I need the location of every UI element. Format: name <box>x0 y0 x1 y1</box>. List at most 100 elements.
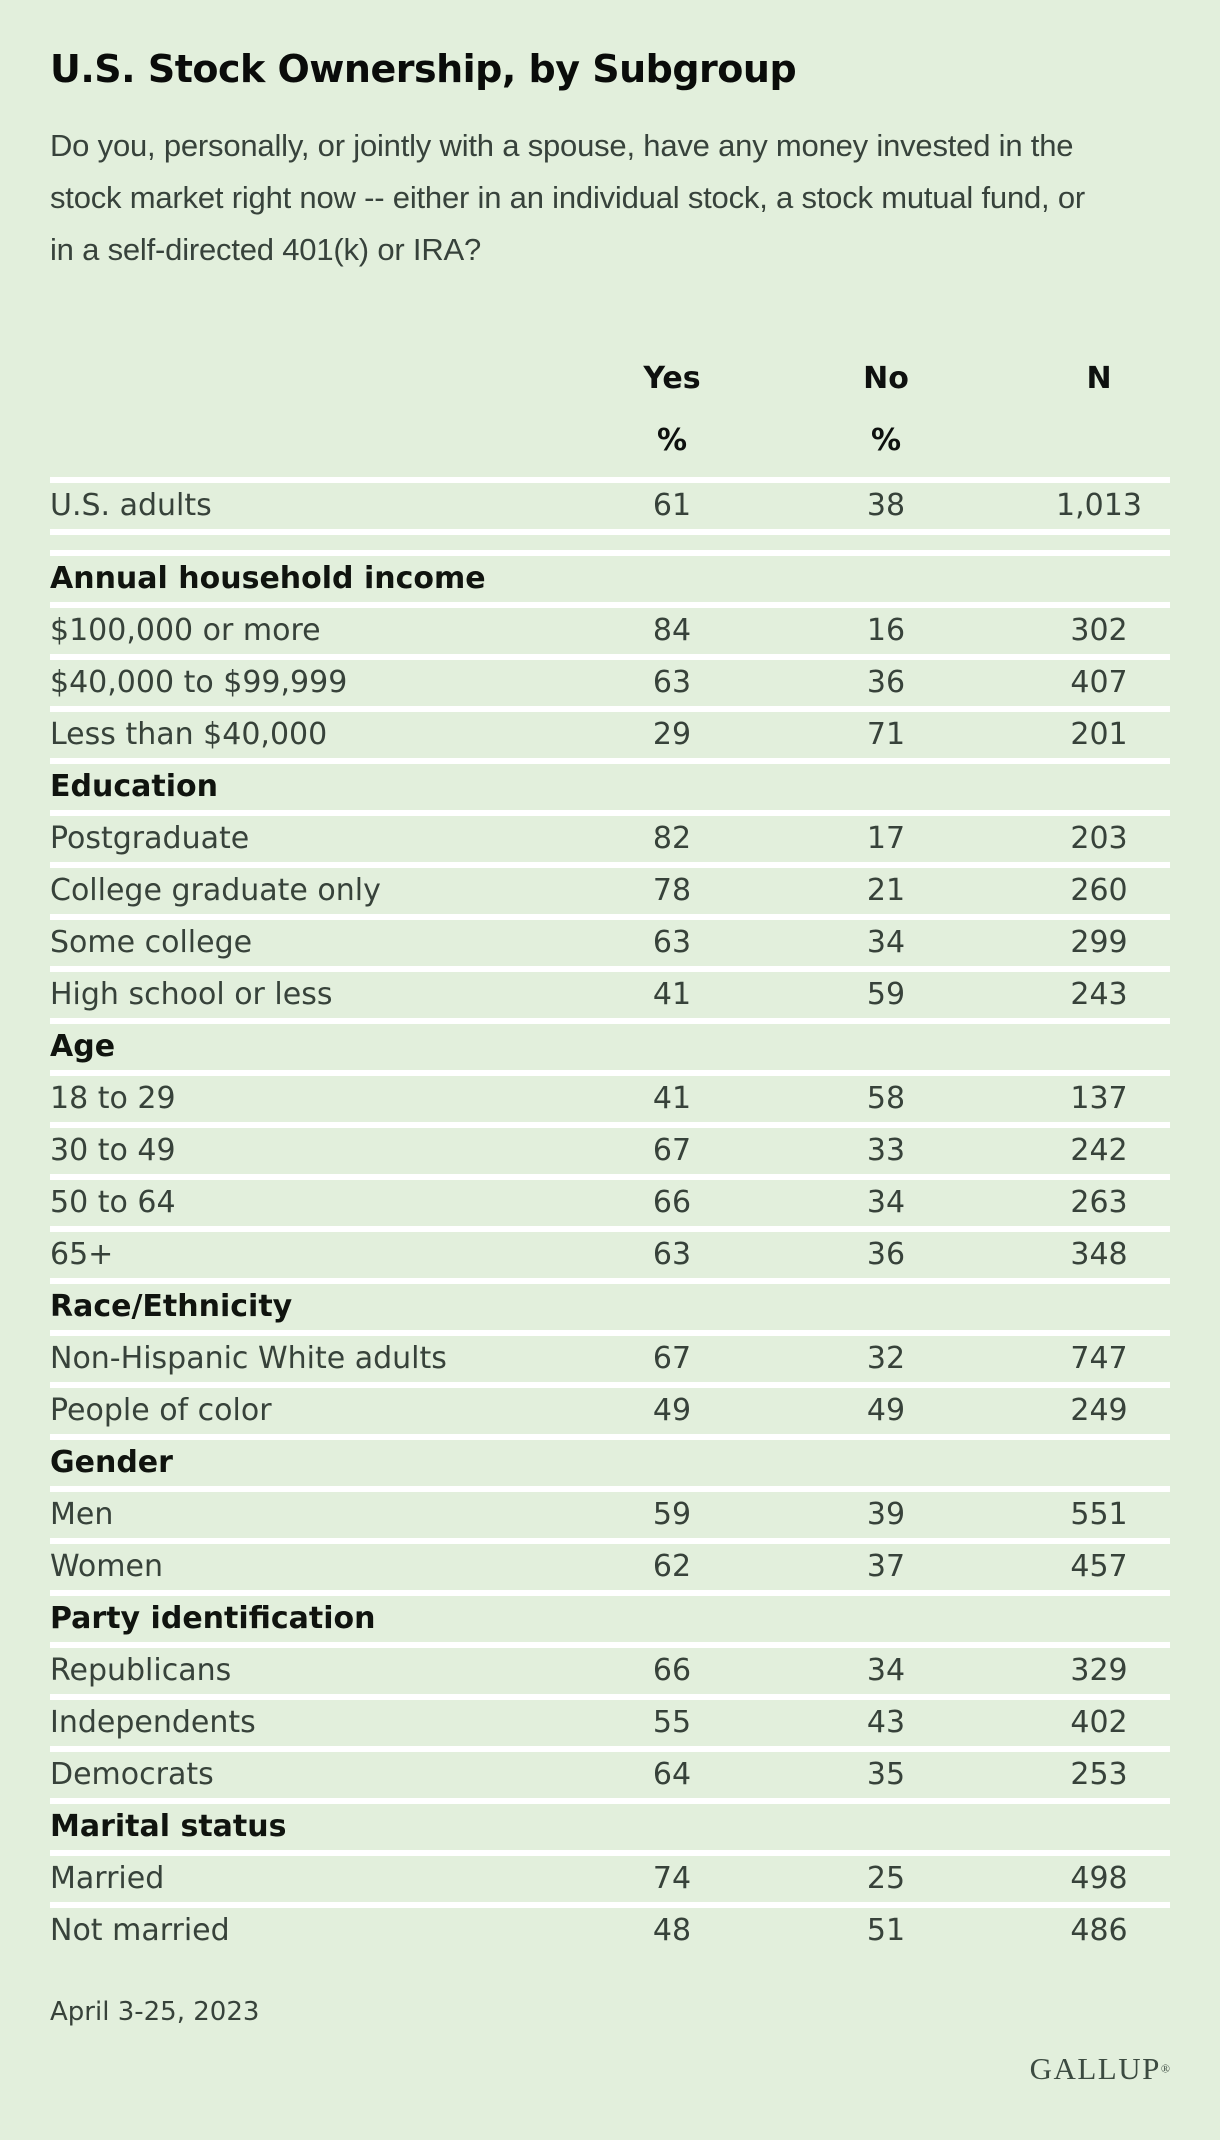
n-value: 329 <box>1070 1653 1128 1688</box>
survey-question: Do you, personally, or jointly with a sp… <box>50 128 1086 267</box>
yes-value: 55 <box>652 1705 692 1740</box>
yes-value: 64 <box>652 1757 692 1792</box>
no-value: 35 <box>866 1757 906 1792</box>
column-gap <box>762 1700 796 1746</box>
table-row: Democrats 64 35 253 <box>50 1746 1170 1798</box>
column-gap <box>976 1700 1028 1746</box>
section-label: Marital status <box>50 1809 287 1844</box>
no-value: 51 <box>866 1913 906 1948</box>
column-gap <box>976 1752 1028 1798</box>
n-value: 263 <box>1070 1185 1128 1220</box>
footer-logo-row: GALLUP® <box>50 2052 1170 2086</box>
section-row: Race/Ethnicity <box>50 1278 1170 1330</box>
n-value: 486 <box>1070 1913 1128 1948</box>
row-label: 65+ <box>50 1237 114 1272</box>
n-value: 407 <box>1070 665 1128 700</box>
stock-ownership-table: Yes No N % % U.S. adults 61 38 1,013 Annual … <box>50 354 1170 1954</box>
column-gap <box>976 483 1028 529</box>
n-value: 203 <box>1070 821 1128 856</box>
section-row: Education <box>50 758 1170 810</box>
yes-value: 66 <box>652 1185 692 1220</box>
yes-value: 63 <box>652 665 692 700</box>
table-header-row: Yes No N <box>50 354 1170 404</box>
table-row: Married 74 25 498 <box>50 1850 1170 1902</box>
col-header-n: N <box>1086 361 1112 396</box>
n-value: 242 <box>1070 1133 1128 1168</box>
table-row: Postgraduate 82 17 203 <box>50 810 1170 862</box>
yes-percent-sign: % <box>656 423 688 458</box>
no-value: 36 <box>866 665 906 700</box>
section-row: Gender <box>50 1434 1170 1486</box>
n-value: 243 <box>1070 977 1128 1012</box>
spacer-row <box>50 529 1170 550</box>
n-unit-cell <box>1028 404 1170 477</box>
col-header-yes: Yes <box>643 361 701 396</box>
table-row: Independents 55 43 402 <box>50 1694 1170 1746</box>
no-value: 21 <box>866 873 906 908</box>
column-gap <box>976 1076 1028 1122</box>
yes-value: 63 <box>652 1237 692 1272</box>
n-value: 137 <box>1070 1081 1128 1116</box>
n-value: 457 <box>1070 1549 1128 1584</box>
column-gap <box>762 816 796 862</box>
n-value: 299 <box>1070 925 1128 960</box>
table-row: Not married 48 51 486 <box>50 1902 1170 1954</box>
section-label: Race/Ethnicity <box>50 1289 293 1324</box>
table-body: U.S. adults 61 38 1,013 Annual household inc… <box>50 477 1170 1954</box>
table-row: Men 59 39 551 <box>50 1486 1170 1538</box>
column-gap <box>976 354 1028 404</box>
section-label: Age <box>50 1029 116 1064</box>
section-row: Annual household income <box>50 550 1170 602</box>
column-gap <box>976 1388 1028 1434</box>
column-gap <box>976 920 1028 966</box>
table-row: Republicans 66 34 329 <box>50 1642 1170 1694</box>
row-label: 50 to 64 <box>50 1185 176 1220</box>
n-value: 260 <box>1070 873 1128 908</box>
column-gap <box>762 1128 796 1174</box>
column-gap <box>762 608 796 654</box>
column-gap <box>976 1128 1028 1174</box>
column-gap <box>762 1908 796 1954</box>
column-gap <box>762 920 796 966</box>
column-gap <box>976 660 1028 706</box>
column-gap <box>762 1076 796 1122</box>
column-gap <box>762 1752 796 1798</box>
column-gap <box>762 1180 796 1226</box>
col-header-no: No <box>863 361 909 396</box>
yes-value: 67 <box>652 1133 692 1168</box>
yes-value: 48 <box>652 1913 692 1948</box>
column-gap <box>976 1908 1028 1954</box>
row-label: Non-Hispanic White adults <box>50 1341 447 1376</box>
n-value: 551 <box>1070 1497 1128 1532</box>
no-value: 58 <box>866 1081 906 1116</box>
yes-value: 59 <box>652 1497 692 1532</box>
yes-value: 78 <box>652 873 692 908</box>
table-row: Less than $40,000 29 71 201 <box>50 706 1170 758</box>
no-value: 36 <box>866 1237 906 1272</box>
section-label: Annual household income <box>50 561 486 596</box>
gallup-logo: GALLUP <box>1029 2051 1161 2086</box>
no-value: 16 <box>866 613 906 648</box>
column-gap <box>762 1544 796 1590</box>
table-unit-row: % % <box>50 404 1170 477</box>
section-row: Marital status <box>50 1798 1170 1850</box>
table-row: 65+ 63 36 348 <box>50 1226 1170 1278</box>
no-percent-sign: % <box>870 423 902 458</box>
yes-value: 63 <box>652 925 692 960</box>
no-value: 34 <box>866 925 906 960</box>
no-value: 39 <box>866 1497 906 1532</box>
unit-spacer-cell <box>50 404 582 477</box>
column-gap <box>976 608 1028 654</box>
column-gap <box>976 1180 1028 1226</box>
column-gap <box>976 1492 1028 1538</box>
n-value: 253 <box>1070 1757 1128 1792</box>
column-gap <box>762 868 796 914</box>
column-gap <box>762 404 796 477</box>
row-label: Less than $40,000 <box>50 717 328 752</box>
row-label: Independents <box>50 1705 256 1740</box>
table-row: 18 to 29 41 58 137 <box>50 1070 1170 1122</box>
column-gap <box>762 972 796 1018</box>
column-gap <box>976 404 1028 477</box>
row-label: 18 to 29 <box>50 1081 176 1116</box>
column-gap <box>762 354 796 404</box>
